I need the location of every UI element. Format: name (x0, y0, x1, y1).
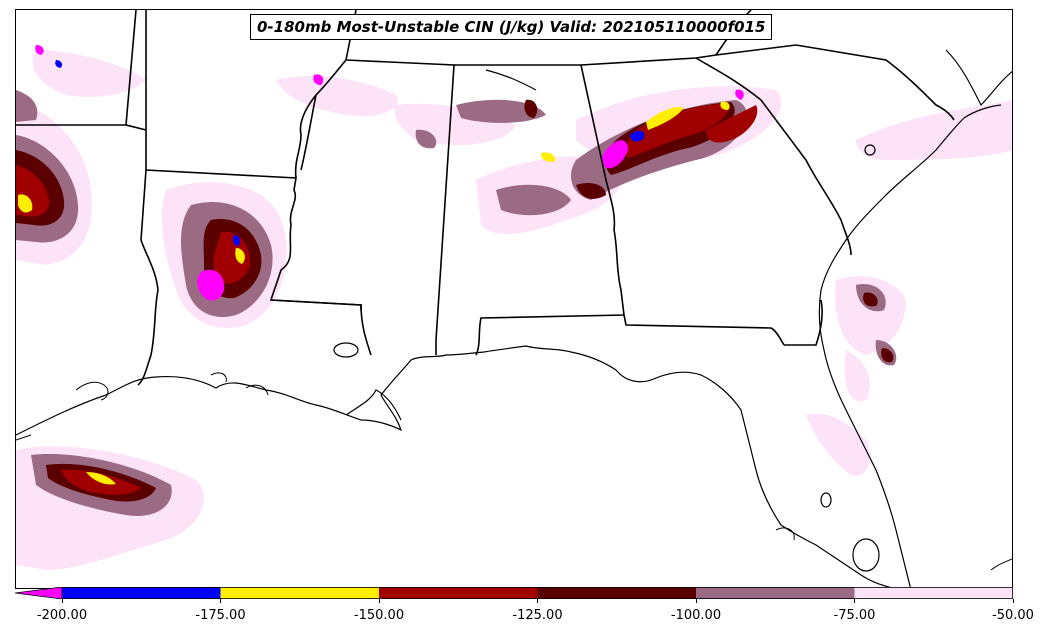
colorbar-bin (379, 587, 538, 599)
colorbar-tick-mark (537, 599, 538, 603)
colorbar-tick-mark (695, 599, 697, 603)
colorbar-extend-min (15, 587, 63, 599)
colorbar-bin (854, 587, 1013, 599)
colorbar-tick-mark (378, 599, 380, 603)
map-panel (15, 9, 1013, 589)
colorbar-tick-mark (220, 599, 221, 603)
colorbar (15, 587, 1013, 599)
colorbar-tick-label: -75.00 (833, 608, 876, 623)
colorbar-tick-mark (1012, 599, 1014, 603)
colorbar-tick-mark (61, 599, 63, 603)
colorbar-tick-label: -200.00 (36, 608, 88, 623)
colorbar-outline (61, 587, 1013, 599)
colorbar-bin (696, 587, 855, 599)
colorbar-tick-label: -50.00 (992, 608, 1034, 623)
colorbar-tick-label: -175.00 (195, 608, 246, 623)
map-svg (16, 10, 1012, 588)
coastlines (16, 49, 1012, 588)
map-title: 0-180mb Most-Unstable CIN (J/kg) Valid: … (250, 14, 773, 40)
colorbar-tick-mark (854, 599, 855, 603)
cin-shading (16, 45, 1012, 570)
colorbar-bin (62, 587, 221, 599)
colorbar-tick-label: -100.00 (670, 608, 722, 623)
colorbar-tick-label: -125.00 (512, 608, 563, 623)
colorbar-bin (220, 587, 379, 599)
colorbar-tick-label: -150.00 (353, 608, 405, 623)
state-borders (16, 10, 955, 386)
colorbar-bin (537, 587, 696, 599)
